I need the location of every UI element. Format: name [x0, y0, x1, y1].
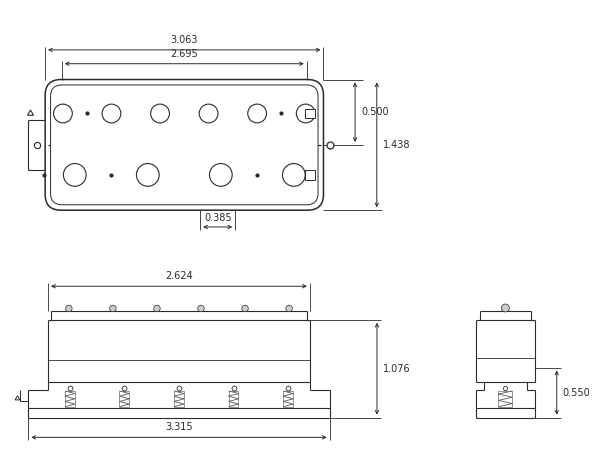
Circle shape — [198, 305, 204, 312]
Text: 1.076: 1.076 — [383, 364, 410, 374]
Circle shape — [502, 304, 509, 312]
Text: 3.063: 3.063 — [170, 35, 198, 45]
Bar — [305, 170, 315, 180]
Circle shape — [65, 305, 72, 312]
FancyBboxPatch shape — [45, 80, 323, 210]
Text: 3.315: 3.315 — [165, 423, 193, 432]
Text: 1.438: 1.438 — [383, 140, 410, 150]
Text: 0.385: 0.385 — [204, 213, 232, 223]
FancyBboxPatch shape — [50, 85, 318, 205]
Bar — [305, 108, 315, 118]
Circle shape — [110, 305, 116, 312]
Circle shape — [242, 305, 248, 312]
Text: 2.695: 2.695 — [170, 49, 198, 59]
Text: 0.500: 0.500 — [361, 107, 389, 117]
Circle shape — [286, 305, 292, 312]
Circle shape — [154, 305, 160, 312]
Text: 2.624: 2.624 — [165, 271, 193, 281]
Text: 0.550: 0.550 — [563, 387, 590, 398]
